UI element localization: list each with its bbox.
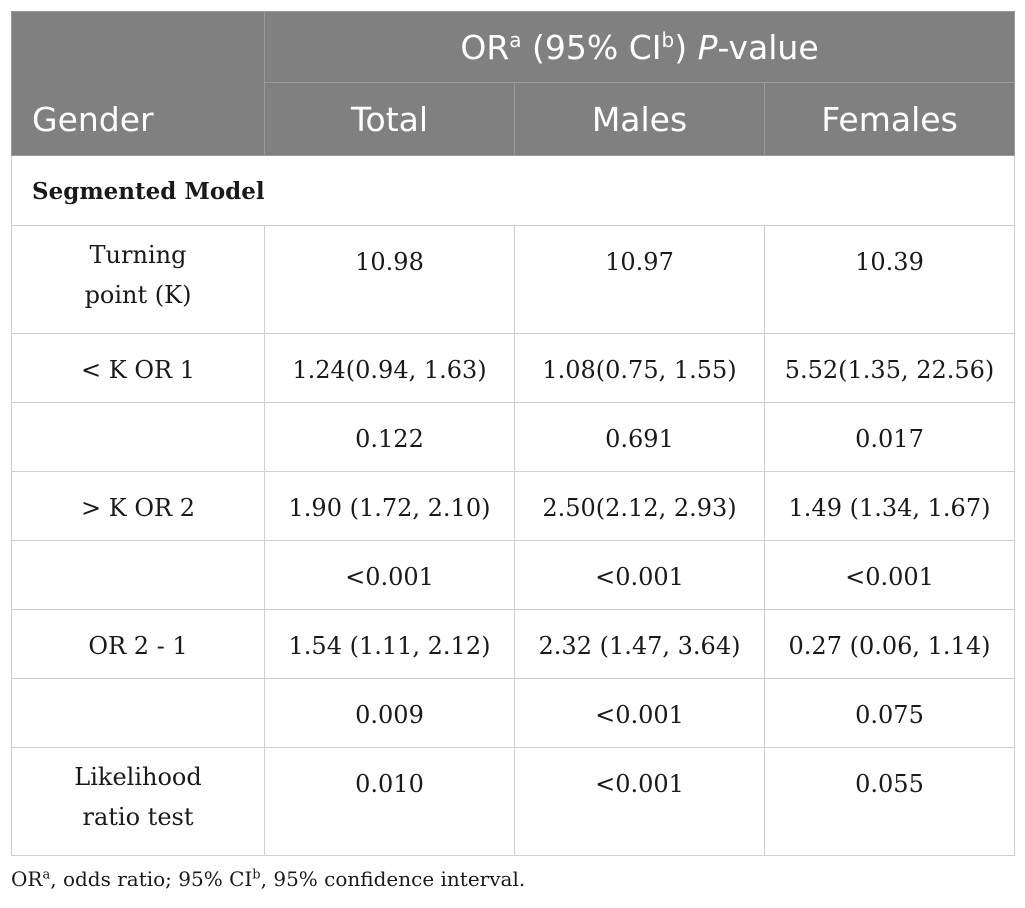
- header-males: Males: [514, 82, 765, 156]
- results-table: Gender ORa (95% CIb) P-value Total Males…: [10, 11, 1016, 856]
- header-total: Total: [264, 82, 515, 156]
- row-label: [11, 402, 265, 472]
- cell-total-text: 1.24(0.94, 1.63): [292, 356, 487, 384]
- header-ci: (95% CI: [521, 27, 662, 67]
- row-label-text: Likelihood ratio test: [74, 763, 202, 831]
- row-label-text: Turning point (K): [84, 241, 192, 309]
- cell-females-text: 0.055: [855, 770, 924, 798]
- header-ci-close: ): [674, 27, 698, 67]
- footnote-ci-sup: b: [252, 867, 261, 883]
- row-label: > K OR 2: [11, 471, 265, 541]
- cell-males-text: 2.32 (1.47, 3.64): [538, 632, 741, 660]
- cell-total: 1.90 (1.72, 2.10): [264, 471, 515, 541]
- header-or-sup: a: [509, 27, 522, 52]
- cell-females-text: 10.39: [855, 248, 924, 276]
- table-row: 0.122 0.691 0.017: [11, 402, 1016, 472]
- cell-males-text: 1.08(0.75, 1.55): [542, 356, 737, 384]
- footnote-or-text: , odds ratio; 95% CI: [50, 867, 253, 891]
- row-label-text: < K OR 1: [81, 356, 195, 384]
- cell-total: <0.001: [264, 540, 515, 610]
- cell-males-text: 0.691: [605, 425, 674, 453]
- table-body: Segmented Model Turning point (K) 10.98 …: [10, 155, 1016, 856]
- table-row: < K OR 1 1.24(0.94, 1.63) 1.08(0.75, 1.5…: [11, 333, 1016, 403]
- row-label-text: OR 2 - 1: [88, 632, 188, 660]
- header-p: P: [697, 27, 718, 67]
- cell-females-text: 0.017: [855, 425, 924, 453]
- cell-females: 1.49 (1.34, 1.67): [763, 471, 1016, 541]
- cell-females-text: <0.001: [845, 563, 934, 591]
- row-label-text: > K OR 2: [81, 494, 195, 522]
- table-row: 0.009 <0.001 0.075: [11, 678, 1016, 748]
- cell-females: 0.075: [763, 678, 1016, 748]
- cell-males-text: 10.97: [605, 248, 674, 276]
- cell-females-text: 1.49 (1.34, 1.67): [788, 494, 991, 522]
- cell-total: 0.009: [264, 678, 515, 748]
- cell-females-text: 5.52(1.35, 22.56): [784, 356, 995, 384]
- cell-females: 0.055: [763, 747, 1016, 856]
- cell-females: 0.27 (0.06, 1.14): [763, 609, 1016, 679]
- table-row: OR 2 - 1 1.54 (1.11, 2.12) 2.32 (1.47, 3…: [11, 609, 1016, 679]
- header-ci-sup: b: [661, 27, 675, 52]
- section-row: Segmented Model: [10, 155, 1016, 226]
- cell-males: <0.001: [514, 540, 765, 610]
- footnote-or-sup: a: [42, 867, 51, 883]
- cell-total: 10.98: [264, 225, 515, 334]
- cell-males: <0.001: [514, 747, 765, 856]
- section-label: Segmented Model: [10, 155, 1016, 226]
- cell-total: 1.54 (1.11, 2.12): [264, 609, 515, 679]
- cell-males: 10.97: [514, 225, 765, 334]
- cell-males: <0.001: [514, 678, 765, 748]
- row-label: [11, 540, 265, 610]
- cell-total-text: 0.009: [355, 701, 424, 729]
- cell-total-text: 10.98: [355, 248, 424, 276]
- cell-total: 0.010: [264, 747, 515, 856]
- cell-females: 5.52(1.35, 22.56): [763, 333, 1016, 403]
- row-label: [11, 678, 265, 748]
- footnote-ci-text: , 95% confidence interval.: [260, 867, 526, 891]
- header-gender: Gender: [11, 11, 265, 156]
- cell-females: 0.017: [763, 402, 1016, 472]
- cell-males-text: <0.001: [595, 701, 684, 729]
- table-footnote: ORa, odds ratio; 95% CIb, 95% confidence…: [11, 867, 525, 891]
- cell-females-text: 0.075: [855, 701, 924, 729]
- cell-total: 1.24(0.94, 1.63): [264, 333, 515, 403]
- table-row: Turning point (K) 10.98 10.97 10.39: [11, 225, 1016, 334]
- header-or-group: ORa (95% CIb) P-value: [263, 11, 1016, 83]
- row-label: OR 2 - 1: [11, 609, 265, 679]
- cell-females: <0.001: [763, 540, 1016, 610]
- cell-males: 2.50(2.12, 2.93): [514, 471, 765, 541]
- cell-total-text: 1.54 (1.11, 2.12): [288, 632, 491, 660]
- cell-total: 0.122: [264, 402, 515, 472]
- table-row: <0.001 <0.001 <0.001: [11, 540, 1016, 610]
- cell-males: 0.691: [514, 402, 765, 472]
- cell-males-text: <0.001: [595, 770, 684, 798]
- table-row: Likelihood ratio test 0.010 <0.001 0.055: [11, 747, 1016, 856]
- footnote-or: OR: [11, 867, 43, 891]
- row-label: Likelihood ratio test: [11, 747, 265, 856]
- cell-males: 2.32 (1.47, 3.64): [514, 609, 765, 679]
- cell-total-text: 0.010: [355, 770, 424, 798]
- cell-females-text: 0.27 (0.06, 1.14): [788, 632, 991, 660]
- cell-males-text: 2.50(2.12, 2.93): [542, 494, 737, 522]
- header-females: Females: [763, 82, 1016, 156]
- cell-total-text: 0.122: [355, 425, 424, 453]
- row-label: Turning point (K): [11, 225, 265, 334]
- cell-males-text: <0.001: [595, 563, 684, 591]
- cell-females: 10.39: [763, 225, 1016, 334]
- row-label: < K OR 1: [11, 333, 265, 403]
- table-row: > K OR 2 1.90 (1.72, 2.10) 2.50(2.12, 2.…: [11, 471, 1016, 541]
- cell-males: 1.08(0.75, 1.55): [514, 333, 765, 403]
- header-or: OR: [460, 27, 510, 67]
- cell-total-text: <0.001: [345, 563, 434, 591]
- cell-total-text: 1.90 (1.72, 2.10): [288, 494, 491, 522]
- header-p-value: -value: [717, 27, 819, 67]
- table-header: Gender ORa (95% CIb) P-value Total Males…: [11, 11, 1016, 156]
